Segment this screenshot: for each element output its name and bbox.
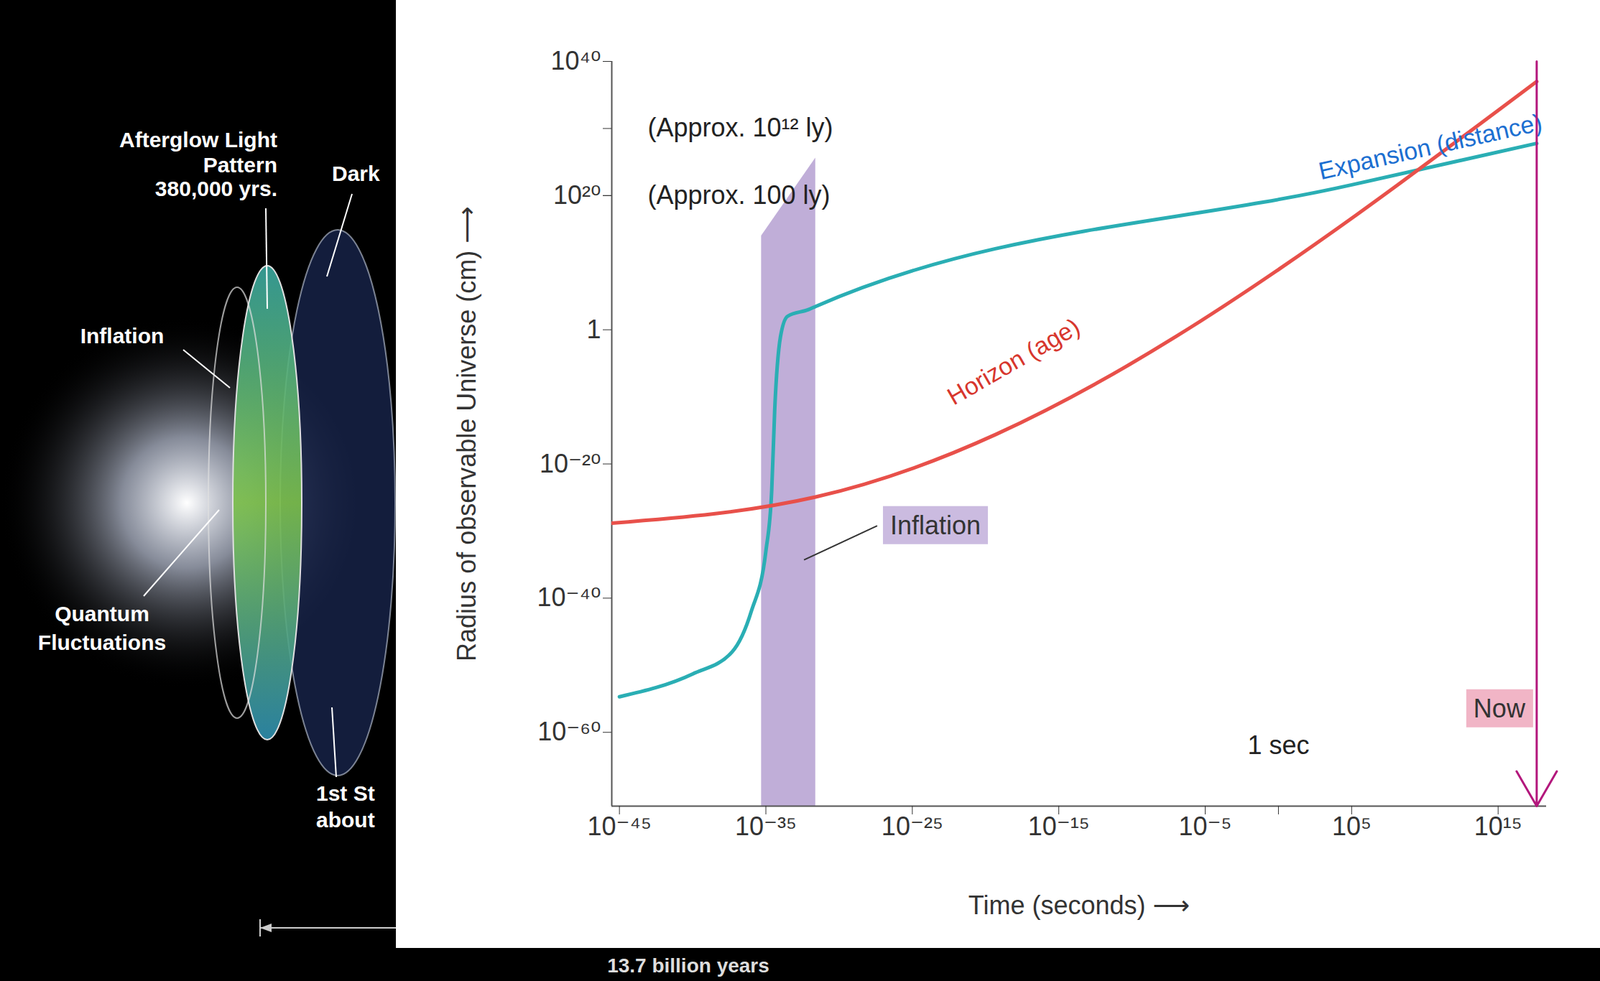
svg-text:10⁻²⁵: 10⁻²⁵: [881, 811, 944, 842]
svg-text:10⁵: 10⁵: [1332, 811, 1372, 842]
svg-text:10⁻²⁰: 10⁻²⁰: [539, 449, 601, 479]
svg-text:Radius of observable Universe: Radius of observable Universe (cm) ⟶: [451, 206, 482, 662]
svg-text:Inflation: Inflation: [80, 324, 165, 348]
svg-text:Expansion (distance): Expansion (distance): [1316, 108, 1545, 186]
svg-text:(Approx. 100 ly): (Approx. 100 ly): [648, 180, 831, 210]
svg-text:Pattern: Pattern: [203, 153, 278, 177]
svg-text:10⁻⁶⁰: 10⁻⁶⁰: [537, 717, 601, 747]
svg-text:1 sec: 1 sec: [1247, 730, 1310, 761]
svg-text:380,000 yrs.: 380,000 yrs.: [155, 176, 278, 201]
svg-text:10⁻³⁵: 10⁻³⁵: [734, 811, 797, 842]
svg-text:1st St: 1st St: [316, 781, 376, 806]
svg-text:10¹⁵: 10¹⁵: [1474, 811, 1523, 842]
svg-text:13.7 billion years: 13.7 billion years: [607, 954, 770, 978]
svg-text:10⁻⁴⁰: 10⁻⁴⁰: [537, 582, 602, 613]
svg-text:10²⁰: 10²⁰: [553, 180, 601, 210]
svg-text:Time (seconds) ⟶: Time (seconds) ⟶: [968, 890, 1190, 921]
svg-text:about: about: [316, 808, 376, 832]
svg-text:(Approx. 10¹² ly): (Approx. 10¹² ly): [648, 112, 834, 143]
svg-text:1: 1: [586, 314, 601, 345]
svg-text:Now: Now: [1473, 694, 1526, 724]
svg-text:Inflation: Inflation: [890, 510, 981, 541]
svg-text:10⁻⁵: 10⁻⁵: [1178, 811, 1233, 842]
svg-text:Fluctuations: Fluctuations: [38, 630, 166, 655]
svg-text:Dark: Dark: [331, 161, 381, 186]
svg-text:Quantum: Quantum: [54, 602, 150, 626]
svg-text:10⁻⁴⁵: 10⁻⁴⁵: [586, 811, 651, 842]
svg-text:10⁻¹⁵: 10⁻¹⁵: [1028, 811, 1090, 842]
svg-text:Afterglow Light: Afterglow Light: [119, 127, 278, 152]
svg-text:10⁴⁰: 10⁴⁰: [551, 45, 602, 76]
svg-text:Horizon (age): Horizon (age): [942, 312, 1085, 411]
